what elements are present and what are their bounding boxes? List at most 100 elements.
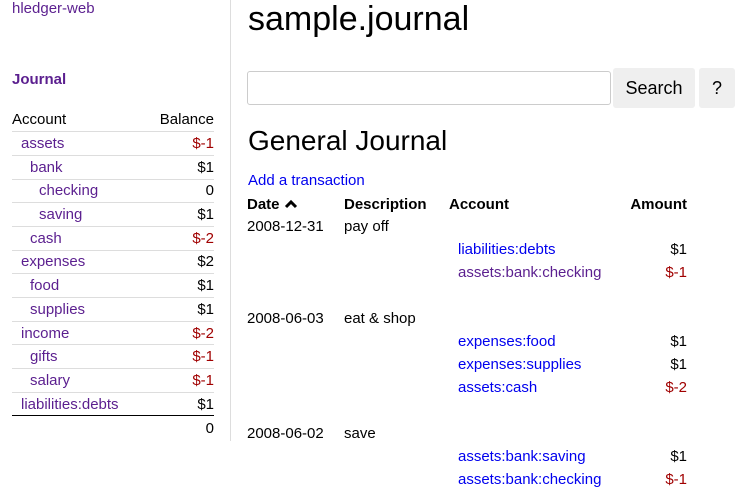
posting-account-link[interactable]: assets:bank:checking	[458, 264, 602, 281]
account-row: income $-2	[12, 320, 214, 345]
transaction-row: 2008-06-03 eat & shop	[247, 307, 687, 330]
balance-header: Balance	[159, 111, 214, 129]
posting-spacer	[344, 238, 449, 261]
account-balance: $-1	[145, 344, 214, 369]
posting-row: assets:bank:checking $-1	[247, 261, 687, 284]
posting-row: liabilities:debts $1	[247, 238, 687, 261]
posting-spacer	[344, 468, 449, 491]
transaction-description: pay off	[344, 218, 389, 235]
posting-amount: $-2	[665, 379, 687, 396]
app-home-link[interactable]: hledger-web	[12, 0, 95, 17]
posting-amount: $-1	[665, 264, 687, 281]
journal-title: General Journal	[248, 125, 448, 156]
account-link[interactable]: gifts	[30, 348, 58, 366]
account-balance: $-2	[145, 320, 214, 345]
account-link[interactable]: food	[30, 277, 60, 295]
transaction-date: 2008-06-02	[247, 425, 324, 442]
account-row: food $1	[12, 273, 214, 298]
account-balance: $-1	[145, 368, 214, 393]
account-balance: $1	[145, 391, 214, 416]
account-row: assets $-1	[12, 131, 214, 156]
account-link[interactable]: assets	[21, 135, 65, 153]
posting-account-link[interactable]: assets:bank:saving	[458, 448, 586, 465]
account-row: expenses $2	[12, 249, 214, 274]
posting-spacer	[344, 376, 449, 399]
account-row: gifts $-1	[12, 344, 214, 369]
total-spacer	[12, 415, 146, 440]
account-link[interactable]: saving	[39, 206, 83, 224]
transaction-row: 2008-12-31 pay off	[247, 215, 687, 238]
posting-spacer	[247, 330, 344, 353]
total-row: 0	[12, 415, 214, 440]
posting-spacer	[344, 445, 449, 468]
posting-amount: $1	[670, 448, 687, 465]
posting-account-link[interactable]: expenses:food	[458, 333, 556, 350]
posting-row: assets:bank:saving $1	[247, 445, 687, 468]
search-input[interactable]	[247, 71, 611, 105]
search-button[interactable]: Search	[613, 68, 695, 108]
posting-account-link[interactable]: assets:bank:checking	[458, 471, 602, 488]
posting-amount: $1	[670, 333, 687, 350]
posting-spacer	[344, 261, 449, 284]
account-balance: $-1	[145, 131, 214, 156]
account-balance: $1	[145, 273, 214, 298]
posting-row: expenses:supplies $1	[247, 353, 687, 376]
add-transaction-link[interactable]: Add a transaction	[248, 172, 365, 189]
account-balance: $-2	[145, 225, 214, 251]
spacer	[247, 399, 687, 422]
spacer	[247, 284, 687, 307]
transaction-row: 2008-06-02 save	[247, 422, 687, 445]
account-balance: 0	[145, 178, 214, 203]
page-title: sample.journal	[248, 0, 470, 38]
chevron-up-icon	[284, 199, 297, 208]
account-link[interactable]: liabilities:debts	[21, 395, 119, 413]
account-row: saving $1	[12, 202, 214, 227]
spacer-row	[247, 399, 687, 422]
date-header[interactable]: Date	[247, 193, 344, 215]
account-row: salary $-1	[12, 368, 214, 393]
account-link[interactable]: checking	[39, 182, 99, 200]
account-balance: $1	[145, 297, 214, 322]
journal-link[interactable]: Journal	[12, 71, 67, 88]
date-header-label: Date	[247, 195, 280, 213]
description-header: Description	[344, 195, 427, 213]
amount-header: Amount	[630, 195, 687, 213]
sidebar: hledger-web Journal Account Balance asse…	[0, 0, 231, 441]
account-link[interactable]: supplies	[30, 300, 86, 318]
posting-account-link[interactable]: assets:cash	[458, 379, 538, 396]
account-row: liabilities:debts $1	[12, 391, 214, 416]
account-row: cash $-2	[12, 225, 214, 251]
account-row: checking 0	[12, 178, 214, 203]
transaction-date: 2008-12-31	[247, 218, 324, 235]
account-row: bank $1	[12, 154, 214, 180]
transaction-description: save	[344, 425, 376, 442]
posting-amount: $1	[670, 241, 687, 258]
help-button[interactable]: ?	[699, 68, 735, 108]
transaction-date: 2008-06-03	[247, 310, 324, 327]
account-link[interactable]: income	[21, 324, 70, 342]
posting-row: assets:bank:checking $-1	[247, 468, 687, 491]
posting-spacer	[247, 468, 344, 491]
total-balance: 0	[145, 415, 214, 440]
posting-account-link[interactable]: expenses:supplies	[458, 356, 582, 373]
transaction-description: eat & shop	[344, 310, 416, 327]
posting-spacer	[247, 445, 344, 468]
posting-spacer	[247, 353, 344, 376]
account-balance: $1	[145, 154, 214, 180]
posting-spacer	[247, 261, 344, 284]
account-link[interactable]: salary	[30, 371, 71, 389]
posting-account-link[interactable]: liabilities:debts	[458, 241, 556, 258]
journal-table: Date Description Account Amount 2008-12-…	[247, 193, 687, 491]
account-row: supplies $1	[12, 297, 214, 322]
posting-row: assets:cash $-2	[247, 376, 687, 399]
posting-amount: $-1	[665, 471, 687, 488]
account-balance: $1	[145, 202, 214, 227]
account-link[interactable]: cash	[30, 229, 62, 247]
posting-spacer	[247, 376, 344, 399]
posting-spacer	[344, 353, 449, 376]
account-link[interactable]: expenses	[21, 253, 86, 271]
account-link[interactable]: bank	[30, 158, 63, 176]
account-header: Account	[12, 111, 67, 129]
posting-amount: $1	[670, 356, 687, 373]
posting-spacer	[247, 238, 344, 261]
